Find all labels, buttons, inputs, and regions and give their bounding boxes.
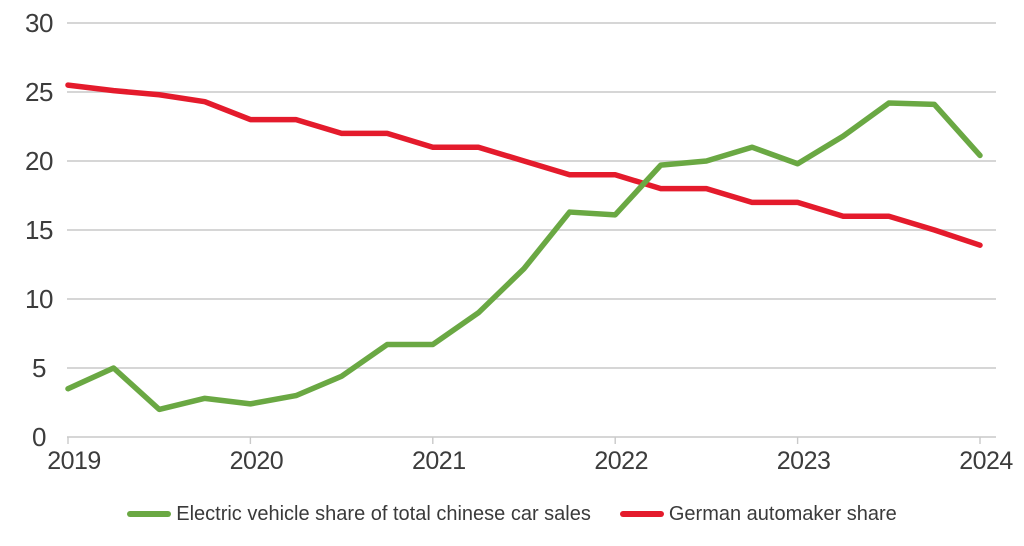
x-tick-label: 2023 <box>777 447 831 475</box>
line-chart: 0 5 10 15 20 25 30 2019 2020 2021 2022 2023 2024 <box>25 8 1014 475</box>
legend-item-ev-share: Electric vehicle share of total chinese … <box>127 503 591 526</box>
x-tick-label: 2020 <box>230 447 284 475</box>
german-series-swatch-icon <box>619 511 664 517</box>
german-share-line <box>65 82 983 248</box>
legend-item-german-share: German automaker share <box>619 502 897 526</box>
ev-series-swatch-icon <box>127 511 172 517</box>
chart-legend: Electric vehicle share of total chinese … <box>0 498 1024 530</box>
x-tick-label: 2024 <box>959 447 1013 475</box>
y-tick-label: 30 <box>25 8 53 38</box>
y-tick-label: 10 <box>25 284 53 314</box>
ev-series-label: Electric vehicle share of total chinese … <box>176 502 591 525</box>
german-series-label: German automaker share <box>668 502 897 525</box>
y-tick-label: 5 <box>32 353 46 383</box>
y-tick-label: 0 <box>32 422 46 452</box>
y-tick-label: 15 <box>25 215 53 245</box>
x-tick-label: 2019 <box>47 447 101 475</box>
y-tick-label: 20 <box>25 146 53 176</box>
ev-share-line <box>65 100 983 413</box>
y-tick-label: 25 <box>25 77 53 107</box>
x-tick-label: 2021 <box>412 447 466 475</box>
x-tick-label: 2022 <box>594 447 648 475</box>
